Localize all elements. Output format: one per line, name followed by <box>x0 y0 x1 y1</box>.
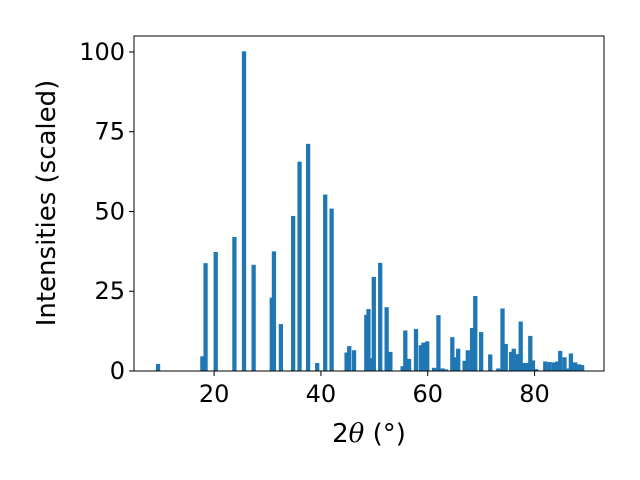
bar <box>241 51 247 372</box>
bar <box>443 369 449 371</box>
y-tick-label: 0 <box>110 357 125 385</box>
bar <box>473 296 478 371</box>
bar <box>562 357 567 371</box>
bar <box>291 215 296 371</box>
bar <box>555 361 560 371</box>
bar <box>462 360 467 371</box>
y-tick-label: 75 <box>94 118 125 146</box>
bar <box>232 237 237 371</box>
bar <box>450 337 455 371</box>
bar <box>203 263 208 371</box>
bar <box>351 350 357 371</box>
bar <box>518 321 523 371</box>
bar <box>388 351 393 371</box>
x-axis-label: 2θ (°) <box>332 419 406 449</box>
bar <box>271 251 277 371</box>
bars-group <box>155 51 585 372</box>
x-axis-label-symbol: θ <box>349 419 365 449</box>
bar <box>418 345 423 371</box>
bar <box>547 362 552 371</box>
bar <box>576 364 582 371</box>
bar <box>366 309 371 371</box>
x-axis-label-prefix: 2 <box>332 419 349 449</box>
bar <box>452 357 457 371</box>
bar <box>400 366 405 371</box>
bar <box>500 308 505 371</box>
bar <box>568 353 574 371</box>
bar <box>213 252 218 371</box>
bar <box>558 350 563 371</box>
bar <box>413 328 419 371</box>
plot-frame <box>133 35 605 372</box>
bar <box>566 368 571 371</box>
bar <box>440 368 445 371</box>
x-tick-label: 40 <box>306 380 337 408</box>
y-axis-label: Intensities (scaled) <box>32 80 62 327</box>
bar <box>371 276 376 371</box>
bar <box>436 315 441 371</box>
bar <box>534 369 539 371</box>
bar <box>514 354 520 371</box>
bar <box>403 330 408 371</box>
bar <box>364 314 369 371</box>
bar <box>344 352 349 371</box>
bar <box>528 335 533 371</box>
bar <box>456 348 461 371</box>
bar <box>406 358 412 371</box>
bar <box>579 364 585 371</box>
bar <box>503 343 508 371</box>
bar <box>425 341 430 371</box>
bar <box>543 361 548 371</box>
bar <box>251 264 256 371</box>
y-tick-label: 25 <box>94 277 125 305</box>
bar <box>465 350 470 371</box>
bar <box>524 363 530 371</box>
bar <box>521 363 526 371</box>
bar <box>432 367 437 371</box>
bar <box>378 262 383 371</box>
x-tick-label: 60 <box>412 380 443 408</box>
bar <box>155 363 161 371</box>
bar <box>496 368 501 371</box>
bar <box>551 362 556 371</box>
bar <box>315 363 320 371</box>
bar <box>573 362 578 371</box>
bar <box>530 360 536 371</box>
x-tick-label: 80 <box>519 380 550 408</box>
bar <box>508 351 514 371</box>
bar <box>369 358 374 371</box>
y-tick-label: 100 <box>79 38 125 66</box>
bar <box>200 356 205 371</box>
bar <box>384 307 389 371</box>
bar <box>347 346 352 371</box>
bar <box>278 324 284 371</box>
y-tick-label: 50 <box>94 197 125 225</box>
y-axis-ticks: 0 25 50 75 100 <box>79 38 134 385</box>
x-axis-label-suffix: (°) <box>364 419 406 449</box>
bar <box>329 208 334 371</box>
bar <box>421 342 426 371</box>
bar <box>488 354 493 371</box>
x-tick-label: 20 <box>199 380 230 408</box>
bar <box>305 143 311 371</box>
bar <box>323 194 328 371</box>
x-axis-ticks: 20 40 60 80 <box>199 371 550 408</box>
bar <box>297 161 302 371</box>
bar <box>469 327 475 371</box>
bar <box>269 297 274 371</box>
bar <box>511 348 516 371</box>
bar <box>479 332 484 371</box>
